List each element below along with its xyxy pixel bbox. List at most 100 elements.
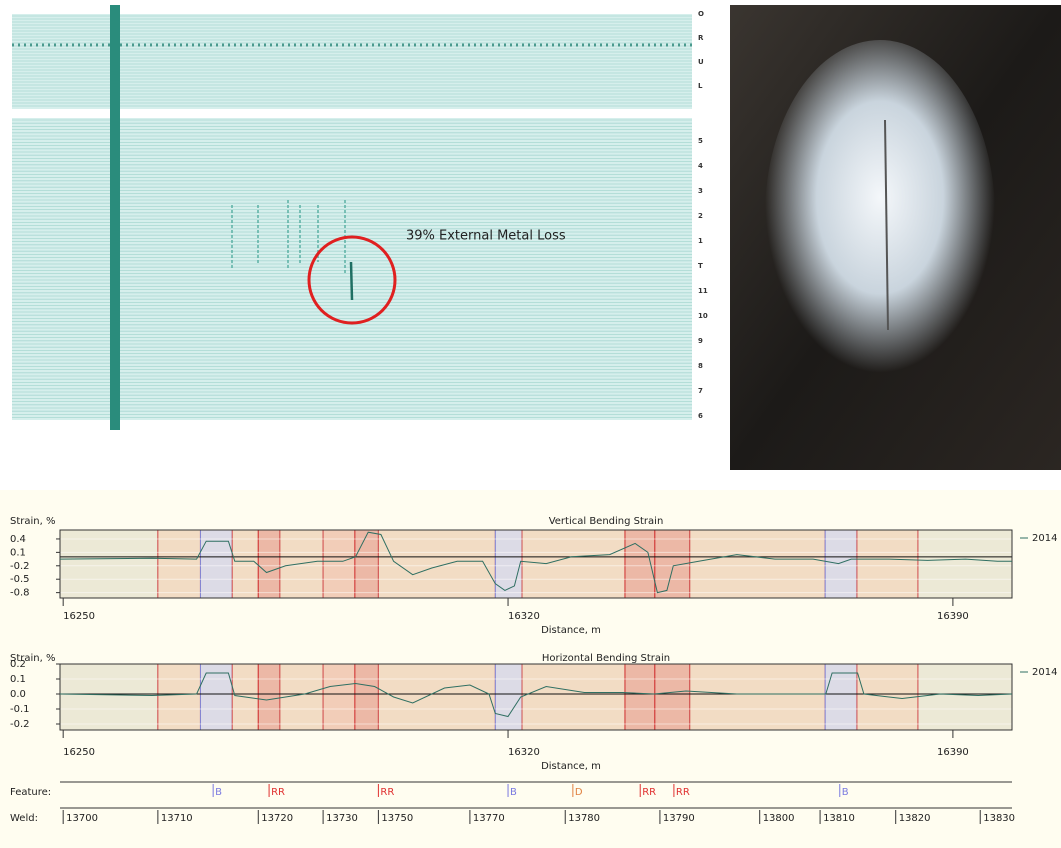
feature-track-label: Feature: — [10, 787, 51, 798]
weld-label: 13700 — [66, 813, 98, 824]
y-tick-label: -0.8 — [10, 588, 30, 599]
channel-label: 1 — [698, 237, 703, 245]
feature-label: RR — [642, 787, 656, 798]
scan-top-bg — [12, 14, 692, 109]
y-tick-label: -0.1 — [10, 704, 30, 715]
region — [59, 529, 159, 599]
x-tick-label: 16250 — [63, 747, 95, 758]
photo-crack — [884, 119, 889, 331]
y-tick-label: 0.4 — [10, 534, 26, 545]
y-tick-label: -0.2 — [10, 719, 30, 730]
channel-label: 3 — [698, 187, 703, 195]
region — [322, 529, 356, 599]
series-line — [59, 672, 1013, 718]
y-axis-label: Strain, % — [10, 653, 55, 664]
region — [377, 663, 496, 731]
weld-label: 13730 — [326, 813, 358, 824]
chart-title: Horizontal Bending Strain — [542, 653, 670, 664]
y-tick-label: 0.1 — [10, 674, 26, 685]
weld-label: 13810 — [823, 813, 855, 824]
region — [199, 663, 233, 731]
channel-label: 9 — [698, 337, 703, 345]
channel-label: 6 — [698, 412, 703, 420]
region — [157, 663, 201, 731]
y-tick-label: -0.2 — [10, 561, 30, 572]
scan-defect — [349, 261, 354, 301]
x-axis-label: Distance, m — [541, 625, 601, 636]
chart-title: Vertical Bending Strain — [549, 516, 664, 527]
channel-label: O — [698, 10, 704, 18]
region — [521, 663, 626, 731]
channel-label: L — [698, 82, 703, 90]
channel-label: R — [698, 34, 704, 42]
weld-label: 13800 — [763, 813, 795, 824]
weld-label: 13780 — [568, 813, 600, 824]
region — [917, 529, 1013, 599]
weld-label: 13710 — [161, 813, 193, 824]
photo — [730, 5, 1061, 470]
region — [689, 663, 826, 731]
region — [377, 529, 496, 599]
weld-label: 13750 — [381, 813, 413, 824]
region — [824, 663, 858, 731]
y-tick-label: -0.5 — [10, 574, 30, 585]
photo-highlight — [765, 40, 995, 390]
channel-label: U — [698, 58, 704, 66]
weld-label: 13770 — [473, 813, 505, 824]
series-line — [59, 531, 1012, 594]
region — [199, 529, 233, 599]
channel-label: 11 — [698, 287, 708, 295]
plot-frame — [59, 663, 1013, 731]
region — [157, 529, 201, 599]
region — [354, 529, 379, 599]
feature-label: D — [575, 787, 583, 798]
x-tick-label: 16390 — [937, 611, 969, 622]
channel-label: T — [698, 262, 703, 270]
region — [59, 663, 159, 731]
x-tick-label: 16250 — [63, 611, 95, 622]
y-tick-label: 0.1 — [10, 547, 26, 558]
channel-label: 10 — [698, 312, 708, 320]
weld-label: 13790 — [663, 813, 695, 824]
channel-label: 5 — [698, 137, 703, 145]
feature-label: B — [842, 787, 849, 798]
region — [917, 663, 1013, 731]
region — [824, 529, 858, 599]
scan-weld — [110, 5, 120, 430]
defect-circle — [307, 235, 397, 325]
region — [322, 663, 356, 731]
x-tick-label: 16390 — [937, 747, 969, 758]
x-axis-label: Distance, m — [541, 761, 601, 772]
legend-label: 2014 — [1032, 667, 1057, 678]
feature-label: B — [510, 787, 517, 798]
weld-track-label: Weld: — [10, 813, 38, 824]
annotation: 39% External Metal Loss — [406, 229, 566, 244]
region — [494, 529, 523, 599]
region — [494, 663, 523, 731]
feature-label: RR — [380, 787, 394, 798]
region — [856, 529, 919, 599]
mfl-scan: 39% External Metal Loss — [12, 5, 692, 430]
channel-label: 8 — [698, 362, 703, 370]
feature-label: B — [215, 787, 222, 798]
weld-label: 13820 — [899, 813, 931, 824]
region — [257, 663, 281, 731]
region — [354, 663, 379, 731]
y-tick-label: 0.2 — [10, 659, 26, 670]
y-tick-label: 0.0 — [10, 689, 26, 700]
x-tick-label: 16320 — [508, 611, 540, 622]
region — [654, 663, 691, 731]
region — [521, 529, 626, 599]
x-tick-label: 16320 — [508, 747, 540, 758]
channel-label: 2 — [698, 212, 703, 220]
plot-frame — [59, 529, 1013, 599]
weld-label: 13830 — [983, 813, 1015, 824]
region — [257, 529, 281, 599]
region — [231, 529, 259, 599]
region — [689, 529, 826, 599]
weld-label: 13720 — [261, 813, 293, 824]
y-axis-label: Strain, % — [10, 516, 55, 527]
channel-label: 4 — [698, 162, 703, 170]
